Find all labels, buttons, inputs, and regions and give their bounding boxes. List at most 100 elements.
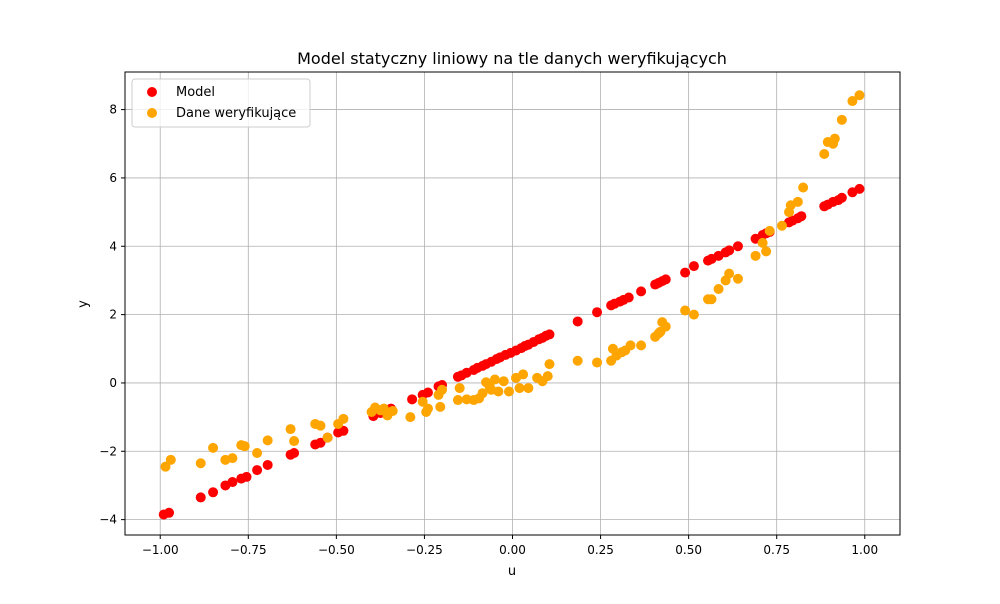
validation-point — [680, 305, 691, 316]
validation-point — [706, 294, 717, 305]
validation-point — [625, 340, 636, 351]
validation-point — [338, 413, 349, 424]
model-point — [636, 286, 647, 297]
x-axis-label: u — [508, 564, 516, 579]
y-tick-label: 6 — [109, 171, 117, 185]
validation-point — [315, 420, 326, 431]
y-axis: −4 −2 0 2 4 6 8 — [99, 103, 125, 527]
y-tick-label: −4 — [99, 513, 117, 527]
y-tick-label: 4 — [109, 239, 117, 253]
model-point — [796, 211, 807, 222]
model-point — [688, 261, 699, 272]
y-tick-label: 8 — [109, 103, 117, 117]
x-tick-label: −0.50 — [318, 543, 355, 557]
validation-point — [836, 114, 847, 125]
validation-point — [387, 405, 398, 416]
validation-point — [252, 447, 263, 458]
validation-point — [572, 355, 583, 366]
validation-point — [435, 401, 446, 412]
model-point — [227, 477, 238, 488]
validation-point — [437, 384, 448, 395]
model-point — [544, 329, 555, 340]
validation-point — [798, 182, 809, 193]
model-point — [836, 192, 847, 203]
validation-point — [454, 383, 465, 394]
validation-point — [776, 220, 787, 231]
grid-lines — [125, 72, 900, 535]
validation-point — [405, 412, 416, 423]
validation-point — [498, 376, 509, 387]
legend-label-dane-weryfikujace: Dane weryfikujące — [176, 106, 296, 121]
data-points — [158, 90, 865, 520]
model-point — [262, 459, 273, 470]
validation-point — [289, 436, 300, 447]
validation-point — [503, 386, 514, 397]
validation-point — [165, 454, 176, 465]
model-point — [252, 465, 263, 476]
y-tick-label: −2 — [99, 444, 117, 458]
validation-point — [724, 268, 735, 279]
model-point — [208, 487, 219, 498]
validation-point — [829, 133, 840, 144]
validation-point — [452, 395, 463, 406]
validation-point — [761, 246, 772, 257]
legend-box — [131, 78, 311, 128]
x-tick-label: 1.00 — [851, 543, 878, 557]
model-point — [572, 316, 583, 327]
validation-point — [542, 371, 553, 382]
x-tick-label: 0.50 — [675, 543, 702, 557]
validation-point — [713, 283, 724, 294]
model-point — [732, 241, 743, 252]
model-point — [660, 274, 671, 285]
y-tick-label: 2 — [109, 308, 117, 322]
series-model — [158, 183, 865, 520]
validation-point — [592, 357, 603, 368]
model-point — [422, 387, 433, 398]
model-point — [680, 267, 691, 278]
x-tick-label: 0.75 — [763, 543, 790, 557]
legend-marker-model — [147, 87, 157, 97]
validation-point — [322, 432, 333, 443]
legend-label-model: Model — [176, 85, 215, 100]
validation-point — [544, 359, 555, 370]
validation-point — [514, 383, 525, 394]
model-point — [854, 183, 865, 194]
validation-point — [750, 250, 761, 261]
model-point — [195, 492, 206, 503]
validation-point — [160, 461, 171, 472]
validation-point — [660, 321, 671, 332]
x-tick-label: 0.00 — [499, 543, 526, 557]
validation-point — [227, 453, 238, 464]
validation-point — [417, 396, 428, 407]
model-point — [623, 292, 634, 303]
validation-point — [477, 388, 488, 399]
validation-point — [285, 424, 296, 435]
validation-point — [636, 340, 647, 351]
validation-point — [688, 309, 699, 320]
validation-point — [489, 374, 500, 385]
validation-point — [847, 96, 858, 107]
model-point — [315, 437, 326, 448]
validation-point — [195, 458, 206, 469]
legend: Model Dane weryfikujące — [131, 78, 311, 128]
x-tick-label: −1.00 — [142, 543, 179, 557]
model-point — [164, 507, 175, 518]
x-axis: −1.00 −0.75 −0.50 −0.25 0.00 0.25 0.50 0.75 1.00 — [142, 535, 878, 557]
validation-point — [523, 383, 534, 394]
validation-point — [493, 386, 504, 397]
y-axis-label: y — [76, 300, 91, 308]
model-point — [338, 425, 349, 436]
series-dane-weryfikujace — [160, 90, 865, 472]
x-tick-label: −0.75 — [230, 543, 267, 557]
legend-marker-dane-weryfikujace — [147, 108, 157, 118]
validation-point — [518, 369, 529, 380]
chart-title: Model statyczny liniowy na tle danych we… — [297, 49, 727, 68]
model-point — [724, 245, 735, 256]
validation-point — [239, 441, 250, 452]
validation-point — [262, 435, 273, 446]
model-point — [592, 307, 603, 318]
y-tick-label: 0 — [109, 376, 117, 390]
model-point — [289, 447, 300, 458]
